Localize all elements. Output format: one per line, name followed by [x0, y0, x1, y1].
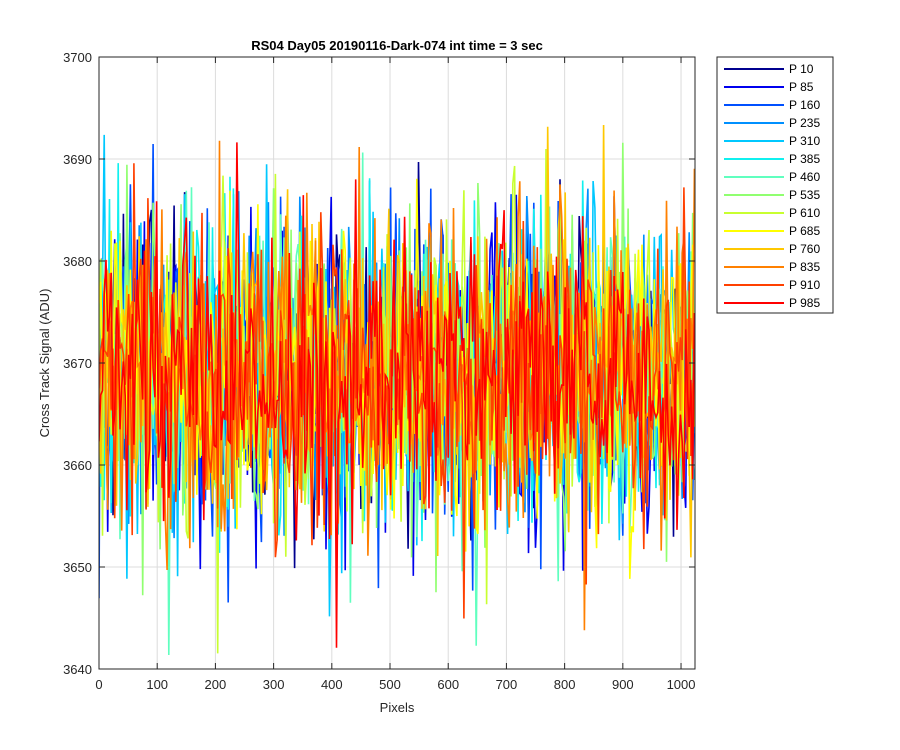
- x-tick-label: 900: [612, 677, 634, 692]
- legend-box: [716, 56, 834, 314]
- x-tick-label: 200: [205, 677, 227, 692]
- legend-label: P 310: [789, 134, 820, 148]
- legend-label: P 760: [789, 242, 820, 256]
- axis-ticks: 0 100 200 300 400 500 600 700 800 900 1000 3640 3650…: [63, 50, 695, 692]
- x-tick-label: 100: [146, 677, 168, 692]
- y-tick-label: 3640: [63, 662, 92, 677]
- y-tick-label: 3650: [63, 560, 92, 575]
- legend-label: P 10: [789, 62, 814, 76]
- x-tick-label: 500: [379, 677, 401, 692]
- legend: P 10 P 85 P 160 P 235 P 310 P 385 P 460 P 535 P …: [716, 56, 834, 314]
- series-line-p-985: [99, 142, 695, 648]
- legend-label: P 910: [789, 278, 820, 292]
- legend-label: P 985: [789, 296, 820, 310]
- legend-label: P 835: [789, 260, 820, 274]
- y-tick-label: 3670: [63, 356, 92, 371]
- legend-label: P 235: [789, 116, 820, 130]
- x-tick-label: 300: [263, 677, 285, 692]
- x-tick-label: 800: [554, 677, 576, 692]
- x-tick-label: 1000: [667, 677, 696, 692]
- y-axis-label: Cross Track Signal (ADU): [37, 289, 52, 438]
- legend-label: P 85: [789, 80, 814, 94]
- x-tick-label: 700: [496, 677, 518, 692]
- x-tick-label: 400: [321, 677, 343, 692]
- chart-title: RS04 Day05 20190116-Dark-074 int time = …: [251, 38, 543, 53]
- legend-label: P 385: [789, 152, 820, 166]
- y-tick-label: 3660: [63, 458, 92, 473]
- legend-label: P 460: [789, 170, 820, 184]
- x-tick-label: 0: [95, 677, 102, 692]
- legend-label: P 610: [789, 206, 820, 220]
- y-tick-label: 3690: [63, 152, 92, 167]
- y-tick-label: 3700: [63, 50, 92, 65]
- y-tick-label: 3680: [63, 254, 92, 269]
- x-tick-label: 600: [437, 677, 459, 692]
- series-lines: [99, 124, 695, 656]
- legend-label: P 535: [789, 188, 820, 202]
- legend-label: P 685: [789, 224, 820, 238]
- legend-label: P 160: [789, 98, 820, 112]
- x-axis-label: Pixels: [380, 700, 415, 715]
